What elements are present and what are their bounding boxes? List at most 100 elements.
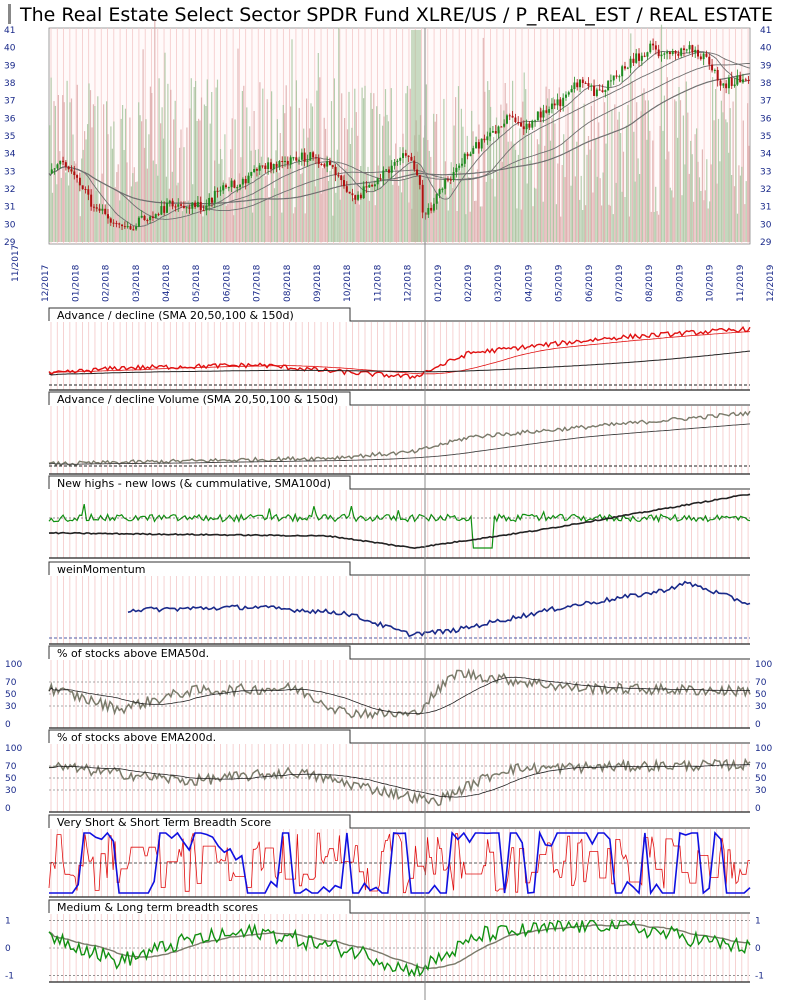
candle-body [306, 160, 309, 162]
volume-bar [148, 134, 150, 242]
volume-bar [114, 187, 116, 242]
volume-bar [722, 112, 724, 242]
candle-body [581, 79, 584, 83]
volume-bar [558, 87, 560, 243]
volume-bar [513, 143, 515, 242]
candle-body [244, 178, 247, 184]
volume-bar [300, 174, 302, 242]
volume-bar [456, 211, 458, 242]
candle-body [129, 226, 132, 230]
volume-bar [733, 186, 736, 242]
volume-bar [542, 201, 544, 242]
candle-body [705, 53, 708, 57]
candle-body [598, 89, 601, 91]
candle-body [623, 66, 626, 69]
pct-tick-left: 100 [5, 744, 22, 754]
volume-bar [510, 141, 512, 242]
volume-bar [196, 121, 198, 242]
volume-bar [747, 103, 749, 242]
volume-bar [685, 81, 687, 242]
candle-body [230, 180, 233, 188]
volume-bar [742, 120, 744, 242]
nhnl-line [48, 503, 751, 549]
candle-body [722, 83, 725, 86]
volume-bar [440, 175, 442, 242]
volume-bar [301, 173, 303, 242]
candle-body [81, 185, 84, 190]
candle-body [73, 171, 76, 176]
candle-body [407, 155, 410, 157]
volume-bar [592, 192, 594, 242]
volume-bar [488, 90, 490, 242]
candle-body [365, 186, 368, 188]
volume-bar [104, 215, 106, 242]
candle-body [140, 215, 143, 218]
candle-body [337, 175, 340, 177]
pct-tick-left: 30 [5, 786, 17, 796]
pct-tick-right: 70 [755, 678, 767, 688]
date-tick-label: 09/2018 [313, 264, 323, 302]
date-tick-label: 07/2018 [253, 264, 263, 302]
price-tick-left: 39 [4, 61, 16, 71]
volume-bar [507, 141, 509, 242]
price-tick-right: 31 [760, 203, 771, 213]
volume-bar [441, 189, 444, 242]
candle-body [241, 178, 244, 185]
candle-body [446, 179, 449, 181]
pct-tick-left: 50 [5, 774, 17, 784]
volume-bar [520, 209, 522, 242]
date-tick-label: 08/2018 [283, 264, 293, 302]
candle-body [444, 179, 447, 189]
volume-bar [333, 78, 335, 243]
candle-body [196, 201, 199, 208]
volume-bar [514, 149, 517, 242]
volume-bar [113, 121, 115, 242]
candle-body [564, 94, 567, 98]
candle-body [486, 136, 489, 141]
indicator-panel-2: Advance / decline Volume (SMA 20,50,100 … [48, 391, 751, 475]
candle-body [466, 153, 469, 157]
candle-body [67, 166, 70, 170]
volume-bar [162, 138, 165, 242]
volume-bar [62, 95, 64, 242]
volume-bar [252, 212, 254, 242]
volume-bar [738, 165, 740, 242]
volume-bar [617, 119, 619, 242]
candle-body [64, 162, 67, 167]
pct-tick-left: 70 [5, 678, 17, 688]
volume-bar [523, 72, 525, 242]
volume-bar [292, 213, 295, 242]
candle-body [59, 160, 62, 165]
panel-tab [48, 729, 750, 744]
volume-bar [644, 100, 647, 243]
volume-bar [637, 158, 639, 242]
volume-bar [336, 149, 338, 242]
candle-body [615, 75, 618, 77]
volume-bar [728, 152, 730, 242]
candle-body [219, 190, 222, 192]
candle-body [171, 200, 174, 207]
volume-bar [146, 168, 148, 242]
volume-bar [533, 187, 536, 242]
ml-tick-right: 0 [755, 944, 761, 954]
volume-bar [329, 170, 331, 242]
candle-body [621, 66, 624, 77]
candle-body [435, 194, 438, 204]
candle-body [298, 159, 301, 161]
date-tick-label: 08/2019 [645, 264, 655, 302]
volume-bar [671, 190, 673, 242]
volume-bar [539, 106, 541, 242]
candle-body [295, 157, 298, 161]
pct-tick-left: 100 [5, 660, 22, 670]
volume-bar [72, 134, 74, 242]
candle-body [458, 165, 461, 168]
candle-body [253, 168, 256, 173]
volume-bar [438, 178, 441, 242]
volume-bar [577, 107, 579, 242]
date-tick-label: 10/2019 [706, 264, 716, 302]
candle-body [284, 160, 287, 163]
volume-bar [717, 118, 720, 242]
pct-tick-right: 30 [755, 786, 767, 796]
volume-bar [395, 143, 397, 242]
volume-bar [65, 172, 67, 242]
